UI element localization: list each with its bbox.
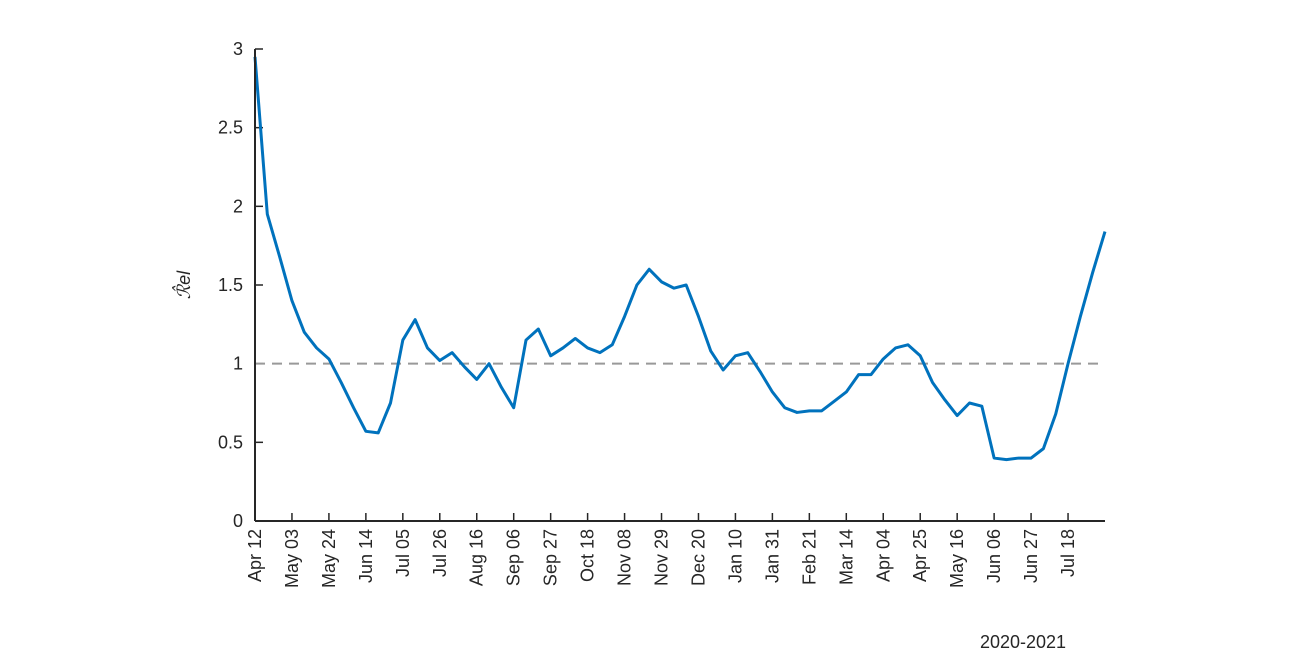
x-tick-label: Jul 26 — [430, 529, 450, 577]
x-tick-label: Jun 14 — [356, 529, 376, 583]
x-tick-label: May 24 — [319, 529, 339, 588]
x-tick-label: Dec 20 — [688, 529, 708, 586]
x-tick-label: Aug 16 — [467, 529, 487, 586]
x-tick-label: Jul 18 — [1058, 529, 1078, 577]
x-tick-label: Apr 12 — [245, 529, 265, 582]
y-tick-label: 1.5 — [218, 275, 243, 295]
y-tick-label: 0.5 — [218, 432, 243, 452]
x-tick-label: Nov 29 — [652, 529, 672, 586]
y-tick-label: 2 — [233, 196, 243, 216]
x-tick-label: Feb 21 — [799, 529, 819, 585]
y-axis-label: ℛ̂el — [172, 270, 194, 299]
x-tick-label: Nov 08 — [615, 529, 635, 586]
x-tick-label: Apr 25 — [910, 529, 930, 582]
x-tick-label: May 16 — [947, 529, 967, 588]
x-tick-label: Jan 31 — [762, 529, 782, 583]
x-tick-label: Jun 27 — [1021, 529, 1041, 583]
x-tick-label: Jan 10 — [725, 529, 745, 583]
x-tick-label: Oct 18 — [578, 529, 598, 582]
x-tick-label: May 03 — [282, 529, 302, 588]
x-tick-label: Apr 04 — [873, 529, 893, 582]
y-tick-label: 0 — [233, 511, 243, 531]
y-tick-label: 2.5 — [218, 118, 243, 138]
data-line — [253, 56, 1107, 462]
y-tick-label: 3 — [233, 39, 243, 59]
x-tick-label: Mar 14 — [836, 529, 856, 585]
x-tick-label: Sep 06 — [504, 529, 524, 586]
x-tick-label: Jul 05 — [393, 529, 413, 577]
x-tick-label: Sep 27 — [541, 529, 561, 586]
x-tick-label: Jun 06 — [984, 529, 1004, 583]
y-tick-label: 1 — [233, 354, 243, 374]
x-axis-label: 2020-2021 — [980, 632, 1066, 652]
